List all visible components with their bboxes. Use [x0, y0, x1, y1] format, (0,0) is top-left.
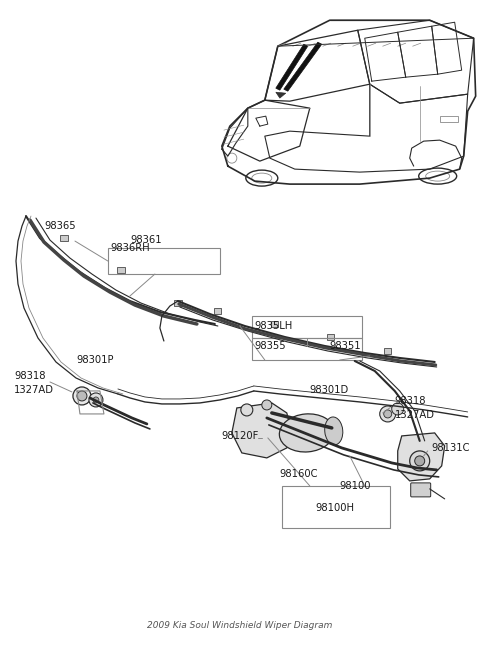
Circle shape	[262, 400, 272, 410]
Text: 98318: 98318	[395, 396, 426, 406]
Bar	[384, 348, 391, 354]
Bar	[271, 321, 278, 327]
Circle shape	[384, 410, 392, 418]
Text: 9836RH: 9836RH	[110, 243, 150, 253]
Text: 98301D: 98301D	[310, 385, 349, 395]
Bar	[440, 116, 457, 122]
Circle shape	[415, 456, 425, 466]
Bar	[327, 334, 334, 340]
Text: 98100: 98100	[340, 481, 371, 491]
Ellipse shape	[279, 414, 334, 452]
Polygon shape	[276, 44, 308, 90]
Polygon shape	[284, 42, 322, 91]
Text: 98160C: 98160C	[280, 469, 318, 479]
Circle shape	[241, 404, 253, 416]
Bar	[117, 267, 125, 273]
Text: 98361: 98361	[130, 235, 162, 245]
Bar	[108, 248, 220, 274]
Text: 98355: 98355	[255, 341, 287, 351]
Circle shape	[410, 451, 430, 471]
Circle shape	[93, 397, 99, 403]
Bar	[214, 308, 221, 314]
FancyBboxPatch shape	[411, 483, 431, 497]
Circle shape	[380, 406, 396, 422]
Bar	[252, 316, 362, 338]
Polygon shape	[232, 403, 292, 458]
Text: 98120F: 98120F	[222, 431, 259, 441]
Ellipse shape	[325, 417, 343, 445]
Polygon shape	[276, 92, 286, 98]
Bar	[60, 235, 68, 241]
Circle shape	[73, 387, 91, 405]
Circle shape	[392, 403, 404, 415]
Text: 1327AD: 1327AD	[395, 410, 435, 420]
Text: 9835LH: 9835LH	[255, 321, 293, 331]
Bar	[282, 486, 390, 528]
Text: 98301P: 98301P	[76, 355, 113, 365]
Text: 98318: 98318	[14, 371, 46, 381]
Text: 98365: 98365	[44, 221, 75, 231]
Bar	[174, 300, 182, 306]
Text: 1327AD: 1327AD	[14, 385, 54, 395]
Text: 98131C: 98131C	[432, 443, 470, 453]
Circle shape	[77, 391, 87, 401]
Text: 98351: 98351	[330, 341, 361, 351]
Polygon shape	[398, 433, 444, 481]
Bar	[252, 338, 362, 360]
Text: 98100H: 98100H	[316, 503, 355, 513]
Circle shape	[89, 393, 103, 407]
Text: 2009 Kia Soul Windshield Wiper Diagram: 2009 Kia Soul Windshield Wiper Diagram	[147, 621, 333, 630]
